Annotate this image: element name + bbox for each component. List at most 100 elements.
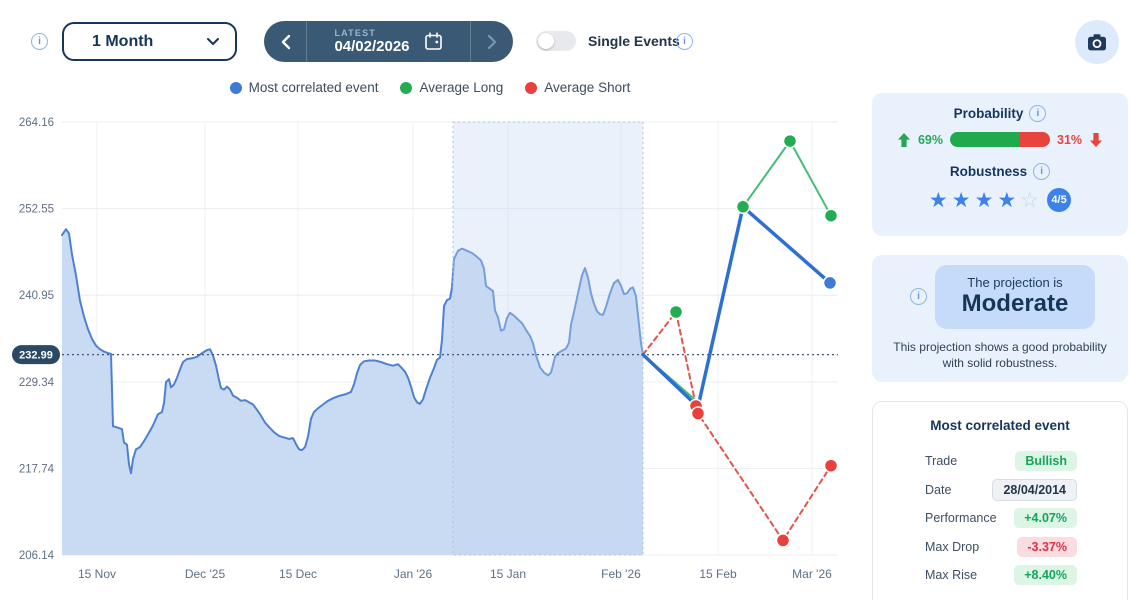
performance-value-pill: +4.07% xyxy=(1014,508,1077,529)
screenshot-button[interactable] xyxy=(1075,20,1119,64)
row-label: Max Rise xyxy=(925,568,978,583)
x-axis-label: Mar '26 xyxy=(792,567,832,581)
legend-item-most-correlated[interactable]: Most correlated event xyxy=(229,80,379,95)
x-axis-label: Dec '25 xyxy=(185,567,226,581)
date-latest-label: LATEST xyxy=(334,27,376,38)
price-area-fill xyxy=(62,229,643,555)
probability-bar xyxy=(950,132,1050,147)
x-axis-label: 15 Feb xyxy=(699,567,737,581)
projection-level-box: The projection is Moderate xyxy=(935,265,1095,329)
legend-item-average-short[interactable]: Average Short xyxy=(525,80,630,95)
data-point[interactable] xyxy=(690,406,706,421)
star-icon: ★ xyxy=(928,188,948,212)
event-card-title: Most correlated event xyxy=(930,418,1070,433)
star-rating: ★ ★ ★ ★ ☆ xyxy=(929,190,1039,211)
star-icon: ★ xyxy=(997,188,1017,212)
probability-card: Probability i 69% 31% Robustness i ★ ★ ★ ★ ☆… xyxy=(872,93,1128,236)
x-axis-label: 15 Jan xyxy=(490,567,526,581)
data-point[interactable] xyxy=(822,275,838,291)
trade-value-pill: Bullish xyxy=(1015,451,1077,472)
legend-dot-green xyxy=(400,81,413,94)
probability-bar-red xyxy=(1019,132,1050,147)
event-row-max-drop: Max Drop -3.37% xyxy=(925,533,1077,562)
most-correlated-event-card: Most correlated event Trade Bullish Date… xyxy=(872,401,1128,600)
data-point[interactable] xyxy=(823,208,839,223)
toggle-knob xyxy=(538,33,554,49)
projection-prefix: The projection is xyxy=(967,274,1063,290)
date-navigator: LATEST 04/02/2026 xyxy=(264,21,513,62)
star-icon: ★ xyxy=(974,188,994,212)
y-axis-label: 206.14 xyxy=(19,550,55,562)
period-select-value: 1 Month xyxy=(92,32,154,50)
event-details: Trade Bullish Date 28/04/2014 Performanc… xyxy=(873,447,1127,590)
robustness-info-icon[interactable]: i xyxy=(1033,163,1051,180)
x-axis-label: 15 Nov xyxy=(78,567,116,581)
y-axis-label: 252.55 xyxy=(19,204,54,216)
x-axis-label: Feb '26 xyxy=(601,567,641,581)
legend-label: Average Long xyxy=(419,80,504,95)
arrow-up-icon xyxy=(897,132,911,147)
chevron-right-icon xyxy=(487,34,496,49)
divider xyxy=(470,21,471,62)
projection-line-most-correlated-event xyxy=(641,205,832,409)
probability-bar-row: 69% 31% xyxy=(872,132,1128,147)
selection-region-border xyxy=(452,121,644,556)
data-point[interactable] xyxy=(782,133,798,149)
event-row-date: Date 28/04/2014 xyxy=(925,476,1077,505)
period-select[interactable]: 1 Month xyxy=(62,22,237,61)
probability-bar-green xyxy=(950,132,1019,147)
row-label: Date xyxy=(925,482,952,497)
current-price-badge-label: 232.99 xyxy=(19,350,53,362)
x-axis-label: 15 Dec xyxy=(279,567,317,581)
projection-card: i The projection is Moderate This projec… xyxy=(872,255,1128,382)
projection-info-icon[interactable]: i xyxy=(910,288,927,305)
legend-label: Average Short xyxy=(544,80,631,95)
date-value-pill: 28/04/2014 xyxy=(992,478,1077,501)
star-icon: ☆ xyxy=(1020,188,1040,212)
projection-level: Moderate xyxy=(961,290,1069,318)
projection-line-average-short xyxy=(642,311,832,542)
probability-info-icon[interactable]: i xyxy=(1029,105,1047,122)
divider xyxy=(306,21,307,62)
selection-region[interactable] xyxy=(453,122,643,555)
robustness-score-badge: 4/5 xyxy=(1047,188,1072,212)
next-date-button[interactable] xyxy=(471,21,513,62)
robustness-stars: ★ ★ ★ ★ ☆ 4/5 xyxy=(872,188,1128,212)
event-row-performance: Performance +4.07% xyxy=(925,504,1077,533)
probability-up-pct: 69% xyxy=(917,132,943,147)
chevron-left-icon xyxy=(281,34,290,49)
single-events-toggle[interactable] xyxy=(536,31,576,51)
x-axis-label: Jan '26 xyxy=(394,567,433,581)
date-value: 04/02/2026 xyxy=(334,38,410,56)
probability-title: Probability xyxy=(953,106,1024,121)
legend-dot-red xyxy=(525,81,538,94)
max-drop-value-pill: -3.37% xyxy=(1017,536,1077,557)
legend-item-average-long[interactable]: Average Long xyxy=(400,80,503,95)
data-point[interactable] xyxy=(823,458,839,473)
period-info-icon[interactable]: i xyxy=(31,33,48,50)
y-axis-label: 229.34 xyxy=(19,377,55,389)
current-price-badge xyxy=(12,345,60,365)
legend-dot-blue xyxy=(229,81,242,94)
data-point[interactable] xyxy=(735,199,751,215)
event-row-max-rise: Max Rise +8.40% xyxy=(925,561,1077,590)
y-axis-label: 217.74 xyxy=(19,463,55,475)
y-axis-label: 264.16 xyxy=(19,117,54,129)
row-label: Trade xyxy=(925,454,958,469)
data-point[interactable] xyxy=(668,304,684,320)
robustness-title: Robustness xyxy=(949,164,1028,179)
prev-date-button[interactable] xyxy=(264,21,306,62)
forecast-chart[interactable]: 264.16 252.55 240.95 229.34 217.74 206.14 15 N… xyxy=(0,105,860,600)
row-label: Max Drop xyxy=(925,539,980,554)
max-rise-value-pill: +8.40% xyxy=(1014,565,1077,586)
data-point[interactable] xyxy=(775,533,791,548)
row-label: Performance xyxy=(925,511,997,526)
calendar-icon[interactable] xyxy=(424,32,443,51)
camera-icon xyxy=(1088,33,1106,50)
single-events-info-icon[interactable]: i xyxy=(676,33,693,50)
date-display[interactable]: LATEST 04/02/2026 xyxy=(307,21,470,62)
y-axis-label: 240.95 xyxy=(19,290,54,302)
legend-label: Most correlated event xyxy=(248,80,379,95)
projection-description: This projection shows a good probability… xyxy=(893,340,1107,371)
